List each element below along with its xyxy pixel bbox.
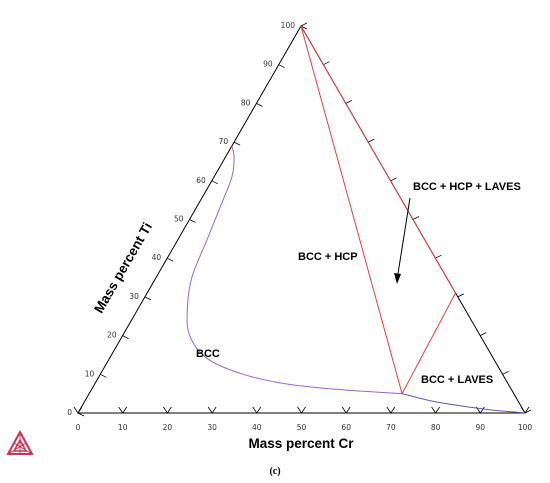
bottom-tick-mark [301,406,306,414]
bottom-tick-mark [207,406,213,414]
bottom-tick-mark [118,406,124,414]
bottom-tick-label: 40 [252,423,262,432]
right-tick-mark [457,293,464,298]
bottom-tick-mark [341,406,347,414]
left-tick-label: 20 [107,331,117,340]
bottom-tick-mark [479,406,485,414]
right-axis-ticks [300,22,532,414]
left-tick-mark [122,335,129,339]
right-tick-mark [524,409,532,414]
thermo-calc-logo-icon [6,429,34,455]
right-tick-mark [502,370,509,375]
bottom-tick-mark [390,406,396,414]
left-axis-title: Mass percent Ti [91,220,155,316]
left-axis-ticks: 0 10 20 30 40 50 60 70 80 90 100 [67,21,308,417]
bottom-tick-label: 70 [386,423,396,432]
left-tick-mark [278,64,285,69]
bottom-tick-label: 0 [76,423,81,432]
tie-lines [300,25,457,394]
bottom-tick-mark [345,406,351,414]
label-arrow [396,197,411,281]
bottom-tick-label: 20 [163,423,173,432]
region-label-bcc-hcp-laves: BCC + HCP + LAVES [413,181,521,193]
left-tick-label: 80 [241,98,251,107]
bottom-tick-label: 50 [297,423,307,432]
bottom-tick-label: 90 [476,423,486,432]
bottom-tick-mark [77,406,83,414]
right-tick-mark [435,254,442,259]
left-tick-label: 70 [219,137,229,146]
bottom-tick-mark [122,406,128,414]
left-tick-label: 40 [152,253,162,262]
bottom-tick-mark [252,406,258,414]
bcc-boundary-tail [401,393,526,414]
bottom-tick-label: 30 [207,423,217,432]
left-tick-mark [300,25,308,30]
bottom-axis-ticks: 0 10 20 30 40 50 60 70 80 90 100 [73,406,533,432]
left-tick-mark [144,296,152,301]
bcc-phase-boundary [186,145,403,395]
left-tick-mark [256,103,263,107]
bottom-tick-mark [163,406,168,414]
ternary-frame [77,25,526,414]
left-tick-label: 100 [281,21,296,30]
bottom-tick-mark [297,406,302,414]
tie-line [401,292,457,394]
left-tick-label: 30 [129,292,139,301]
left-tick-mark [100,373,107,378]
bottom-tick-mark [524,406,530,414]
bottom-tick-label: 80 [431,423,441,432]
region-label-bcc: BCC [196,348,220,360]
left-tick-mark [233,141,241,146]
bottom-tick-mark [73,406,79,414]
bottom-tick-mark [435,406,440,414]
right-tick-mark [390,177,397,182]
right-tick-mark [480,332,487,336]
right-tick-mark [412,216,420,220]
left-tick-mark [167,257,174,262]
tie-line [300,25,456,294]
bottom-tick-mark [520,406,526,414]
bottom-tick-mark [431,406,436,414]
right-tick-mark [323,61,330,66]
right-tick-mark [345,100,352,104]
left-tick-label: 10 [85,369,95,378]
figure-caption: (c) [269,466,280,477]
bottom-axis-title: Mass percent Cr [248,436,354,451]
left-tick-mark [211,180,218,185]
tie-line [300,25,403,394]
bottom-tick-label: 10 [118,423,128,432]
bottom-tick-mark [386,406,392,414]
region-label-bcc-laves: BCC + LAVES [421,374,493,386]
bottom-tick-mark [167,406,172,414]
bottom-tick-label: 100 [518,423,533,432]
left-tick-mark [189,219,196,223]
left-tick-label: 50 [174,215,184,224]
bottom-tick-mark [256,406,262,414]
left-tick-label: 60 [196,176,206,185]
left-tick-label: 0 [67,408,72,417]
left-tick-label: 90 [263,60,273,69]
left-tick-mark [77,412,85,417]
region-label-bcc-hcp: BCC + HCP [298,251,358,263]
label-arrow-head [394,273,401,284]
right-tick-mark [300,22,308,27]
bottom-tick-mark [211,406,217,414]
bottom-tick-label: 60 [341,423,351,432]
right-tick-mark [368,138,375,143]
